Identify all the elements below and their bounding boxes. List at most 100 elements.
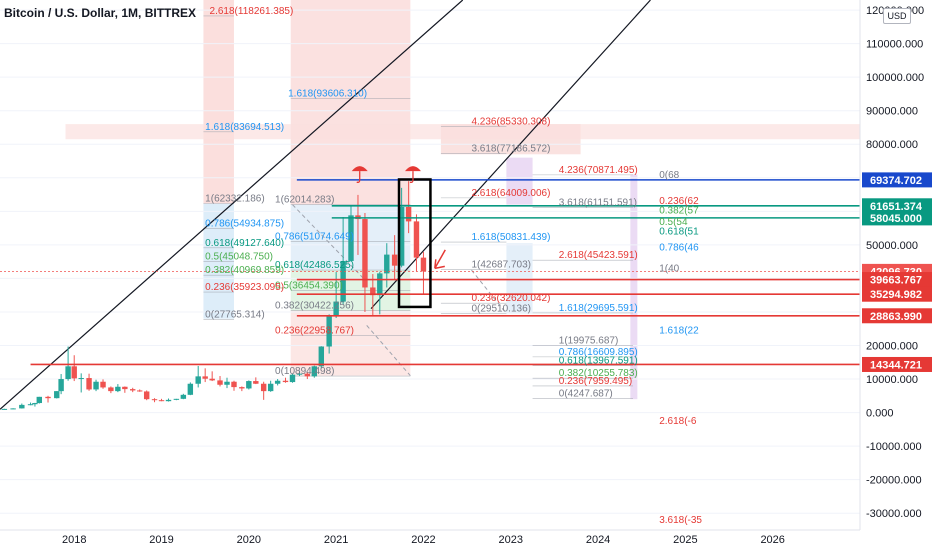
fib-label: 0.236(62 xyxy=(659,196,699,207)
fib-label: 2.618(45423.591) xyxy=(559,250,638,261)
fib-label: 0.5(36454.390) xyxy=(275,280,343,291)
price-tag xyxy=(862,356,932,372)
candle-body xyxy=(231,381,237,388)
y-tick-label: -20000.000 xyxy=(866,475,922,487)
fib-label: 3.618(61151.591) xyxy=(559,197,637,208)
y-tick-label: 90000.000 xyxy=(866,106,918,118)
candle-body xyxy=(370,287,376,296)
candle-body xyxy=(180,394,187,399)
price-tag xyxy=(862,210,932,226)
fib-label: 0.786(16609.895) xyxy=(559,347,638,358)
currency-button[interactable]: USD xyxy=(883,8,911,24)
y-tick-label: 110000.000 xyxy=(866,39,923,51)
candle-body xyxy=(318,346,325,367)
price-tag xyxy=(862,286,932,302)
price-tag-label: 35294.982 xyxy=(870,289,922,301)
candle-body xyxy=(130,389,136,391)
fib-diagonal xyxy=(471,269,507,314)
x-tick-label: 2026 xyxy=(760,534,784,546)
candle-body xyxy=(362,219,368,288)
fib-zone xyxy=(203,203,234,319)
price-tag-label: 28863.990 xyxy=(870,311,922,323)
x-tick-label: 2019 xyxy=(149,534,173,546)
x-tick-label: 2020 xyxy=(237,534,261,546)
fib-label: 0.786(46 xyxy=(659,242,699,253)
candle-body xyxy=(405,206,412,222)
candle-body xyxy=(311,366,318,377)
fib-label: 0.236(32620.042) xyxy=(471,293,550,304)
x-tick-label: 2023 xyxy=(499,534,523,546)
y-tick-label: 100000.000 xyxy=(866,72,924,84)
fib-label: 1(19975.687) xyxy=(559,336,619,347)
fib-label: 0.618(42486.525) xyxy=(275,260,354,271)
candle-body xyxy=(340,260,346,302)
time-axis-bg xyxy=(0,530,932,550)
candle-body xyxy=(246,381,252,389)
candle-body xyxy=(289,374,296,383)
candle-body xyxy=(45,396,51,399)
candle-body xyxy=(296,373,303,375)
x-tick-label: 2025 xyxy=(673,534,697,546)
fib-label: 3.618(77186.572) xyxy=(471,144,550,155)
candle-body xyxy=(326,315,332,347)
candle-body xyxy=(32,403,38,405)
candle-body xyxy=(348,215,354,261)
trendline-upper xyxy=(0,0,464,410)
candle-body xyxy=(10,408,16,410)
x-tick-label: 2022 xyxy=(411,534,435,546)
price-tag xyxy=(862,272,932,288)
fib-label: 0.5(54 xyxy=(659,217,688,228)
candle-body xyxy=(27,404,34,406)
fib-label: 0(27765.314) xyxy=(205,309,265,320)
fib-label: 1.618(29695.591) xyxy=(559,303,638,314)
fib-label: 0.786(51074.649) xyxy=(275,231,354,242)
price-tag xyxy=(862,308,932,324)
price-tag-label: 61651.374 xyxy=(870,201,923,213)
candle-body xyxy=(36,396,42,404)
arrow-annotation xyxy=(434,249,446,270)
candle-body xyxy=(217,380,223,385)
fib-label: 1(62014.283) xyxy=(275,195,335,206)
x-tick-label: 2018 xyxy=(62,534,86,546)
fib-label: 0.5(45048.750) xyxy=(205,251,273,262)
candle-body xyxy=(173,398,180,400)
candle-body xyxy=(224,381,230,385)
annotations xyxy=(351,166,446,309)
candle-body xyxy=(122,386,128,390)
fib-label: 0.382(10255.783) xyxy=(559,368,638,379)
fib-label: 0.236(22958.767) xyxy=(275,326,354,337)
fib-zone xyxy=(630,174,638,400)
candle-body xyxy=(267,383,274,392)
fib-label: 0.786(54934.875) xyxy=(205,218,284,229)
candle-body xyxy=(115,386,121,392)
candle-body xyxy=(413,221,420,258)
y-tick-label: 10000.000 xyxy=(866,374,918,386)
fib-label: 0.618(13967.591) xyxy=(559,356,638,367)
price-tag xyxy=(862,172,932,188)
fib-label: 1(62332.186) xyxy=(205,194,265,205)
fib-label: 0(68 xyxy=(659,170,679,181)
candle-body xyxy=(100,381,106,388)
fib-label: 4.236(85330.308) xyxy=(471,116,550,127)
fib-label: 0.382(30422.256) xyxy=(275,301,354,312)
candle-body xyxy=(93,381,99,390)
price-tag-label: 58045.000 xyxy=(870,213,922,225)
candle-body xyxy=(65,366,71,380)
fib-label: 0.382(40969.859) xyxy=(205,265,284,276)
y-tick-label: 80000.000 xyxy=(866,139,918,151)
x-tick-label: 2021 xyxy=(324,534,348,546)
candle-body xyxy=(282,380,289,383)
fib-label: 3.618(-35 xyxy=(659,515,702,526)
fib-label: 2.618(-6 xyxy=(659,416,697,427)
fib-label: 1(40 xyxy=(659,263,679,274)
price-tag xyxy=(862,198,932,214)
fib-label: 0(10894.498) xyxy=(275,366,335,377)
candle-body xyxy=(108,387,114,392)
fib-label: 1(42687.703) xyxy=(471,259,530,270)
candle-body xyxy=(209,378,215,381)
fib-label: 0.618(51 xyxy=(659,226,699,237)
grid xyxy=(0,9,860,514)
fib-label: 1.618(83694.513) xyxy=(205,122,284,133)
candle-body xyxy=(143,391,150,400)
